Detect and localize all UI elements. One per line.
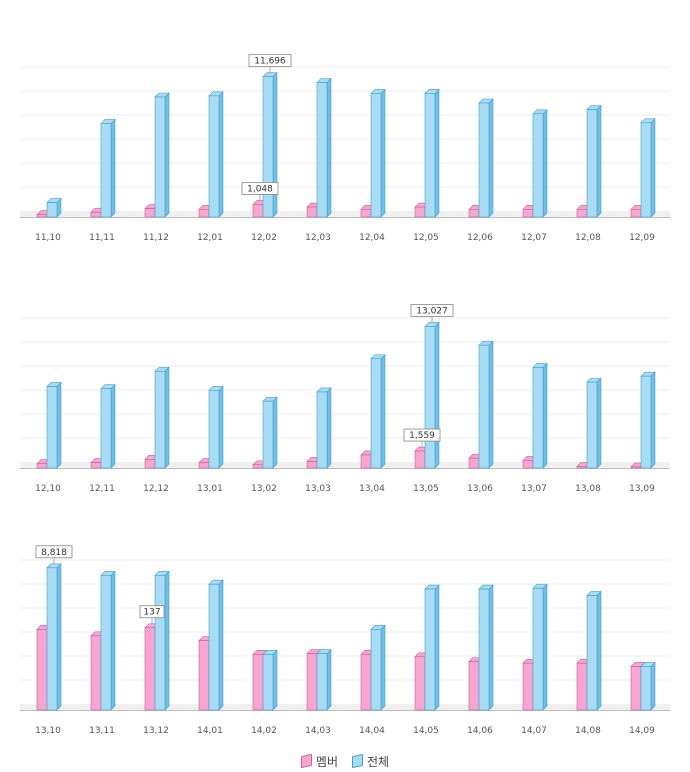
bar-total-2-0[interactable] (46, 563, 62, 711)
tick-label-1-9: 13,07 (521, 484, 547, 494)
tick-label-0-8: 12,06 (467, 233, 493, 243)
tick-label-0-1: 11,11 (89, 233, 115, 243)
bar-total-0-4[interactable] (262, 71, 278, 218)
tick-label-1-4: 13,02 (251, 484, 277, 494)
bar-total-0-10[interactable] (586, 104, 602, 218)
bar-total-2-3[interactable] (208, 579, 224, 711)
bar-total-0-1[interactable] (100, 118, 116, 218)
bar-total-0-8[interactable] (478, 98, 494, 218)
bar-total-1-3[interactable] (208, 385, 224, 469)
data-label-box-1-0 (410, 304, 454, 317)
tick-label-2-5: 14,03 (305, 726, 331, 736)
tick-label-2-10: 14,08 (575, 726, 601, 736)
bar-total-1-4[interactable] (262, 396, 278, 469)
tick-label-0-0: 11,10 (35, 233, 61, 243)
floor-0 (20, 211, 670, 217)
bar-total-2-7[interactable] (424, 584, 440, 711)
tick-label-1-5: 13,03 (305, 484, 331, 494)
bar-total-1-11[interactable] (640, 371, 656, 469)
legend-swatch-total (352, 753, 363, 769)
bar-total-2-9[interactable] (532, 583, 548, 711)
bar-total-0-5[interactable] (316, 77, 332, 218)
bar-total-0-3[interactable] (208, 91, 224, 218)
bar-total-2-10[interactable] (586, 590, 602, 711)
tick-label-0-7: 12,05 (413, 233, 439, 243)
legend-item-member[interactable]: 멤버 (300, 753, 338, 770)
bar-total-2-4[interactable] (262, 649, 278, 711)
tick-label-0-2: 11,12 (143, 233, 169, 243)
bar-total-1-0[interactable] (46, 381, 62, 469)
floor-2 (20, 704, 670, 710)
tick-label-1-10: 13,08 (575, 484, 601, 494)
tick-label-0-3: 12,01 (197, 233, 223, 243)
bar-total-1-2[interactable] (154, 366, 170, 469)
bar-total-2-1[interactable] (100, 570, 116, 711)
data-label-box-1-1 (403, 428, 441, 442)
bar-total-1-5[interactable] (316, 387, 332, 469)
bar-total-0-7[interactable] (424, 88, 440, 218)
bar-total-0-6[interactable] (370, 88, 386, 218)
data-label-0-1: 1,048 (247, 184, 273, 194)
tick-label-2-2: 13,12 (143, 726, 169, 736)
tick-label-2-6: 14,04 (359, 726, 385, 736)
tick-label-0-11: 12,09 (629, 233, 655, 243)
tick-label-1-0: 12,10 (35, 484, 61, 494)
bar-total-0-0[interactable] (46, 197, 62, 218)
data-label-box-2-0 (35, 545, 73, 559)
tick-label-1-11: 13,09 (629, 484, 655, 494)
data-label-1-1: 1,559 (409, 431, 435, 441)
legend-swatch-member (300, 753, 312, 769)
tick-label-0-9: 12,07 (521, 233, 547, 243)
data-label-0-0: 11,696 (254, 57, 286, 67)
bar-total-2-2[interactable] (154, 570, 170, 711)
bar-total-0-11[interactable] (640, 118, 656, 218)
tick-label-1-2: 12,12 (143, 484, 169, 494)
data-label-box-0-0 (248, 54, 292, 68)
bar-total-1-1[interactable] (100, 383, 116, 469)
tick-label-2-1: 13,11 (89, 726, 115, 736)
bar-total-2-11[interactable] (640, 661, 656, 711)
bar-total-1-9[interactable] (532, 362, 548, 469)
tick-label-1-7: 13,05 (413, 484, 439, 494)
bar-total-2-6[interactable] (370, 624, 386, 711)
data-label-2-1: 137 (143, 608, 160, 618)
legend-label-total: 전체 (367, 754, 390, 769)
bar-total-1-6[interactable] (370, 354, 386, 469)
floor-1 (20, 462, 670, 468)
data-label-1-0: 13,027 (416, 306, 448, 316)
tick-label-0-10: 12,08 (575, 233, 601, 243)
tick-label-2-3: 14,01 (197, 726, 223, 736)
bar-total-1-7[interactable] (424, 321, 440, 469)
bar-total-1-8[interactable] (478, 340, 494, 469)
tick-label-0-5: 12,03 (305, 233, 331, 243)
tick-label-0-4: 12,02 (251, 233, 277, 243)
data-label-box-2-1 (139, 605, 165, 619)
bar-total-2-8[interactable] (478, 584, 494, 711)
tick-label-2-8: 14,06 (467, 726, 493, 736)
tick-label-2-9: 14,07 (521, 726, 547, 736)
tick-label-0-6: 12,04 (359, 233, 385, 243)
tick-label-2-11: 14,09 (629, 726, 655, 736)
legend-item-total[interactable]: 전체 (352, 753, 389, 770)
bar-total-0-2[interactable] (154, 92, 170, 218)
tick-label-2-4: 14,02 (251, 726, 277, 736)
bar-total-1-10[interactable] (586, 377, 602, 469)
tick-label-1-8: 13,06 (467, 484, 493, 494)
bar-total-0-9[interactable] (532, 109, 548, 218)
legend-label-member: 멤버 (315, 754, 338, 769)
data-label-2-0: 8,818 (41, 548, 67, 558)
tick-label-2-0: 13,10 (35, 726, 61, 736)
tick-label-2-7: 14,05 (413, 726, 439, 736)
data-label-box-0-1 (241, 182, 279, 195)
tick-label-1-3: 13,01 (197, 484, 223, 494)
tick-label-1-1: 12,11 (89, 484, 115, 494)
legend: 멤버 전체 (0, 752, 690, 770)
tick-label-1-6: 13,04 (359, 484, 385, 494)
bar-total-2-5[interactable] (316, 648, 332, 711)
